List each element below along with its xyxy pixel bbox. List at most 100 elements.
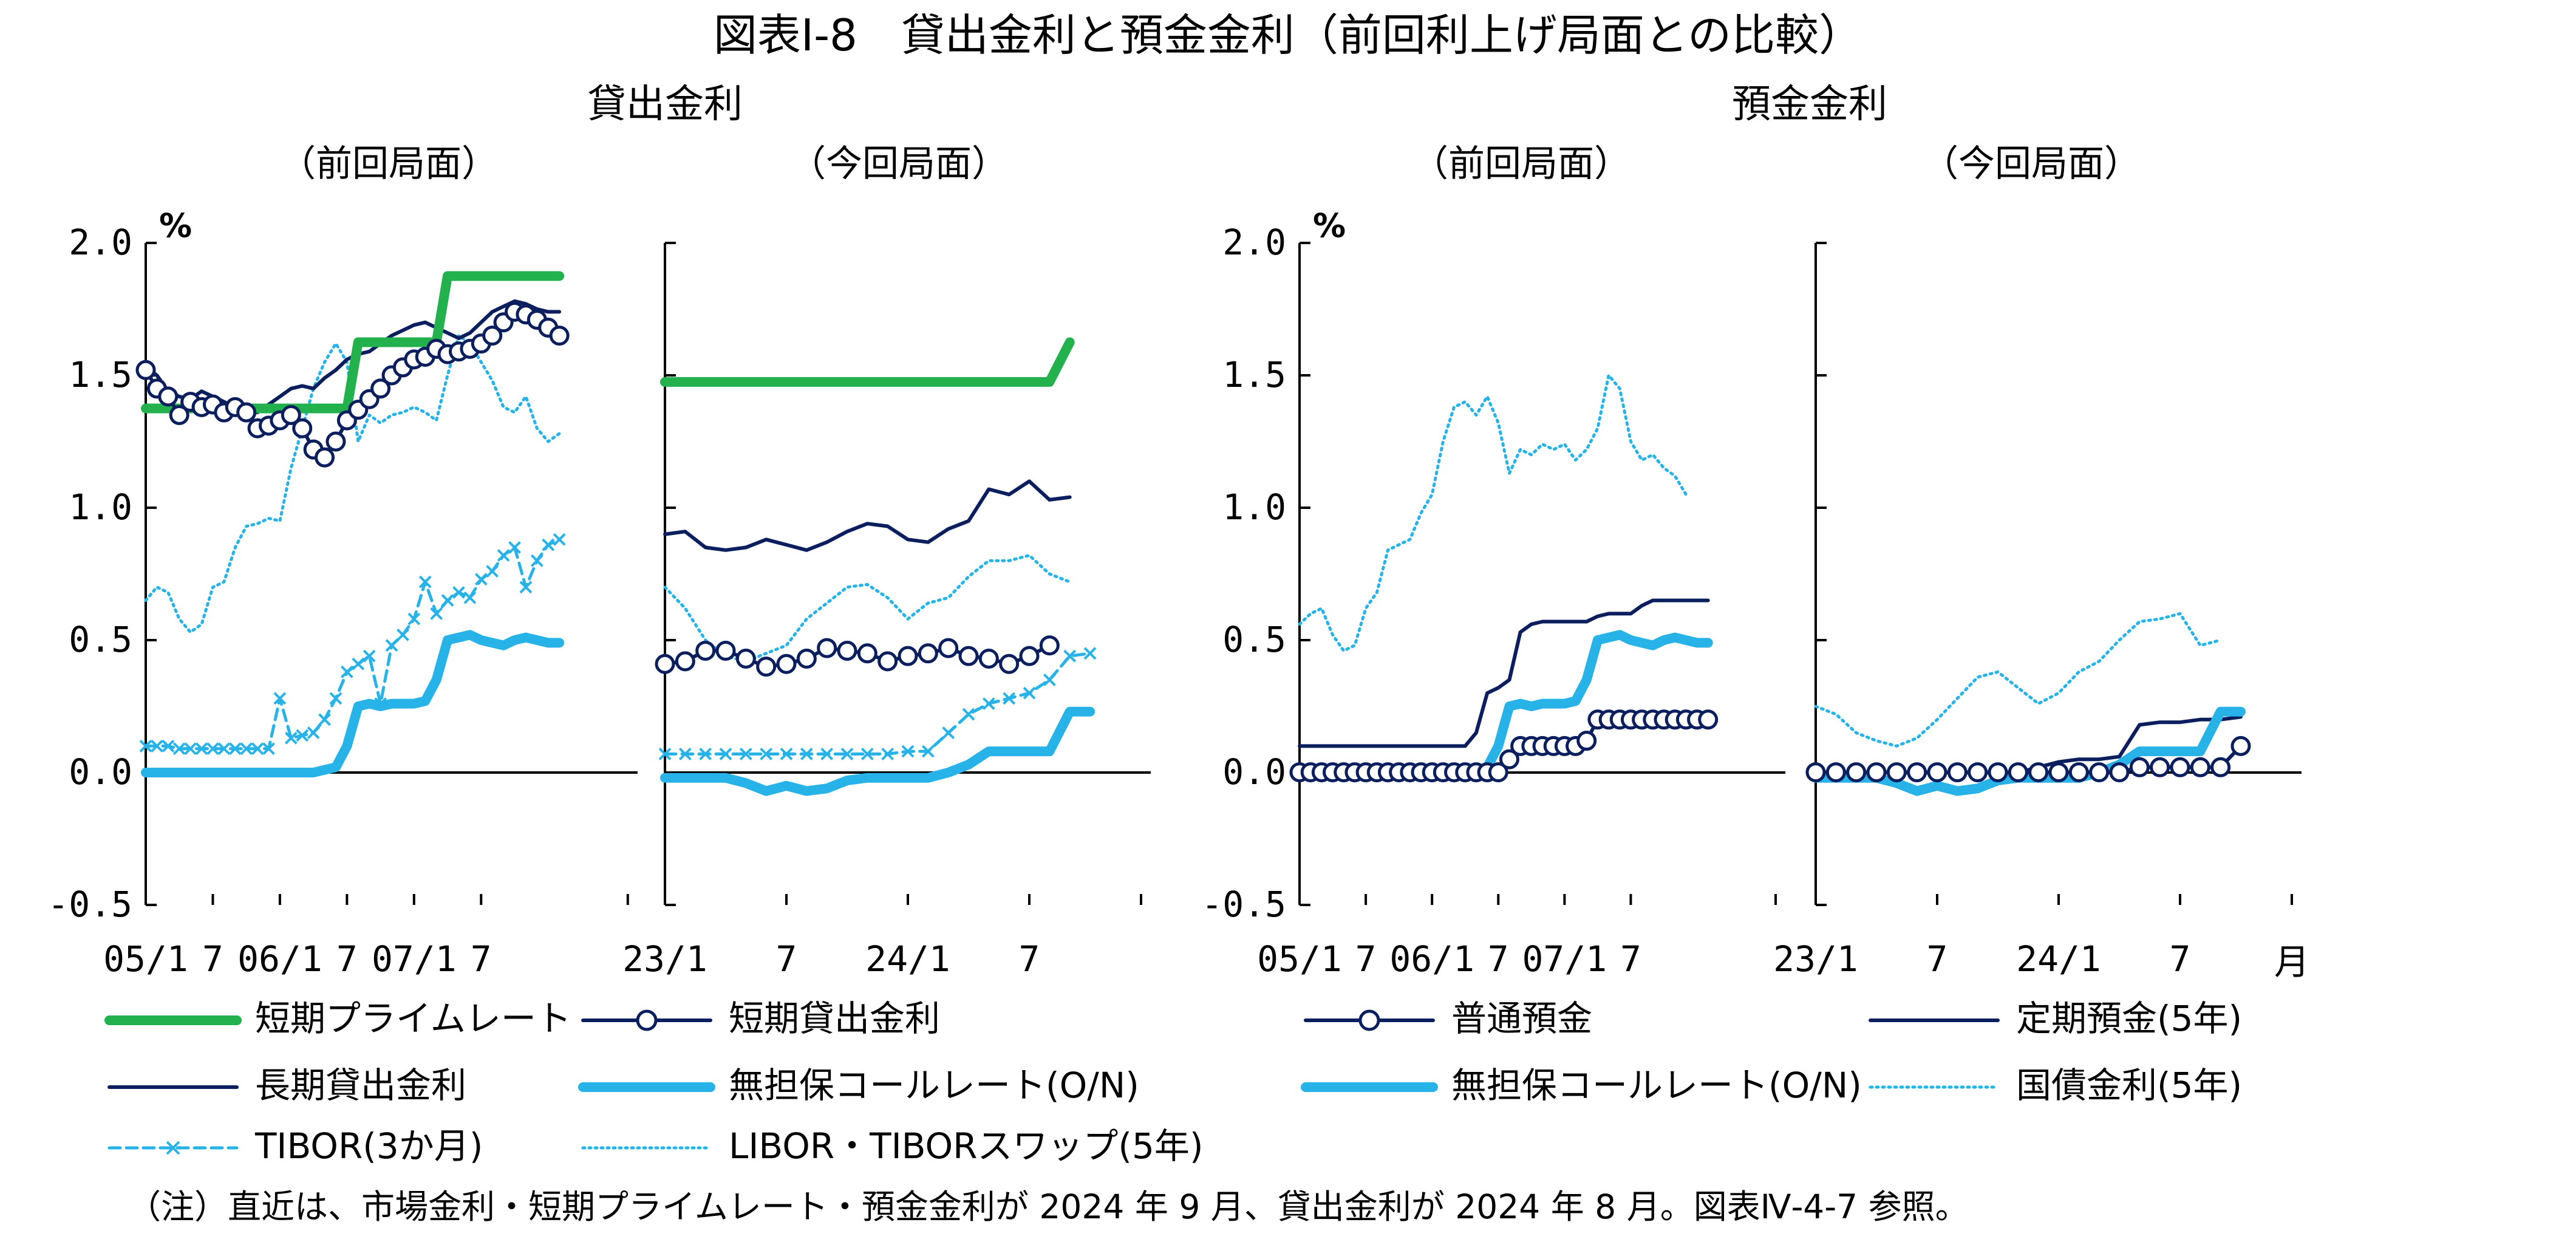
deposit-previous-x-tick-label: 05/1 <box>1257 938 1342 980</box>
lending-previous-y-tick-label: 0.5 <box>69 619 132 660</box>
lending-current-data-point <box>820 748 834 760</box>
lending-current-data-point <box>918 643 938 664</box>
lending-previous-data-point <box>172 742 186 756</box>
deposit-current-data-point <box>2190 757 2210 777</box>
lending-current-data-point <box>837 640 857 661</box>
deposit-group-title: 預金金利 <box>1732 82 1887 127</box>
lending-previous-data-point <box>553 533 566 546</box>
lending-current-series-line <box>663 479 1072 552</box>
deposit-current-data-point <box>1927 762 1947 783</box>
lending-previous-data-point <box>240 742 253 756</box>
lending-previous-data-point <box>385 639 398 652</box>
lending-current-data-point <box>999 653 1020 674</box>
lending-previous-data-point <box>292 418 313 438</box>
lending-current-data-point <box>1003 692 1016 705</box>
deposit-current-data-point <box>2068 762 2089 783</box>
lending-current-data-point <box>1043 673 1056 686</box>
lending-current-data-point <box>756 657 777 677</box>
lending-previous-data-point <box>251 742 264 756</box>
lending-current-x-tick-label: 7 <box>1018 938 1040 980</box>
lending-previous-data-point <box>236 402 257 423</box>
deposit-current-x-tick-label: 7 <box>1926 938 1948 980</box>
lending-current-data-point <box>962 708 975 721</box>
lending-group-title: 貸出金利 <box>587 82 743 127</box>
lending-previous-data-point <box>206 742 219 756</box>
lending-previous-data-point <box>195 742 208 756</box>
deposit-previous-x-tick-label: 7 <box>1487 938 1509 980</box>
lending-previous-data-point <box>307 726 320 740</box>
lending-current-data-point <box>655 653 675 674</box>
lending-previous-data-point <box>474 573 488 586</box>
lending-previous-data-point <box>482 326 503 346</box>
lending-previous-data-point <box>396 628 409 641</box>
lending-current-x-tick-label: 7 <box>775 938 797 980</box>
lending-previous-y-tick-label: -0.5 <box>47 884 132 925</box>
legend-swatch-lending <box>581 1009 712 1031</box>
deposit-current-data-point <box>1968 762 1988 783</box>
lending-previous-series-line <box>141 630 565 777</box>
lending-previous-data-point <box>318 713 331 726</box>
lending-previous-panel <box>135 242 638 906</box>
legend-label-deposit: 無担保コールレート(O/N) <box>1451 1065 1862 1106</box>
lending-previous-x-tick-label: 7 <box>202 938 223 980</box>
lending-current-data-point <box>719 748 732 760</box>
legend-label-lending: 無担保コールレート(O/N) <box>729 1065 1139 1106</box>
legend-swatch-lending <box>107 1141 239 1155</box>
lending-current-series-line <box>663 652 1092 756</box>
lending-previous-data-point <box>228 742 242 756</box>
lending-current-x-tick-label: 24/1 <box>865 938 950 980</box>
lending-previous-x-tick-label: 07/1 <box>371 938 457 980</box>
deposit-current-data-point <box>1988 762 2008 783</box>
lending-previous-data-point <box>315 447 335 468</box>
lending-current-data-point <box>699 748 712 760</box>
lending-previous-data-point <box>325 431 346 452</box>
deposit-current-series-line <box>1811 706 2246 796</box>
deposit-current-data-point <box>2008 762 2028 783</box>
deposit-previous-data-point <box>1499 749 1519 769</box>
lending-previous-data-point <box>352 657 365 670</box>
lending-current-data-point <box>739 748 752 760</box>
deposit-previous-y-tick-label: 1.5 <box>1222 354 1286 395</box>
lending-previous-data-point <box>370 378 391 399</box>
lending-current-data-point <box>658 748 672 760</box>
lending-current-data-point <box>678 748 692 760</box>
deposit-current-x-tick-label: 24/1 <box>2016 938 2101 980</box>
lending-current-data-point <box>817 638 837 658</box>
deposit-unit-label: % <box>1313 206 1346 245</box>
lending-previous-data-point <box>530 554 543 567</box>
lending-previous-y-tick-label: 1.0 <box>69 486 132 528</box>
lending-previous-data-point <box>363 649 376 663</box>
deposit-previous-x-tick-label: 7 <box>1620 938 1641 980</box>
deposit-current-data-point <box>2150 757 2170 777</box>
lending-previous-data-point <box>407 612 421 626</box>
lending-current-data-point <box>1083 647 1097 660</box>
legend-label-deposit: 国債金利(5年) <box>2016 1065 2243 1106</box>
lending-previous-data-point <box>329 692 342 705</box>
deposit-current-data-point <box>2129 757 2150 777</box>
lending-current-data-point <box>877 651 898 672</box>
legend-label-lending: TIBOR(3か月) <box>255 1125 483 1167</box>
lending-current-data-point <box>898 646 918 666</box>
figure-title: 図表Ⅰ-8 貸出金利と預金金利（前回利上げ局面との比較） <box>713 10 1863 61</box>
deposit-current-x-tick-label: 23/1 <box>1773 938 1858 980</box>
lending-current-data-point <box>1063 649 1077 663</box>
legend-label-lending: LIBOR・TIBORスワップ(5年) <box>729 1125 1204 1167</box>
footnote: （注）直近は、市場金利・短期プライムレート・預金金利が 2024 年 9 月、貸… <box>128 1187 1969 1226</box>
lending-previous-y-tick-label: 2.0 <box>69 222 132 263</box>
lending-previous-data-point <box>549 326 570 346</box>
deposit-previous-y-tick-label: 0.0 <box>1222 751 1286 793</box>
lending-current-data-point <box>776 653 797 674</box>
lending-previous-data-point <box>486 565 499 578</box>
lending-previous-data-point <box>135 360 156 380</box>
deposit-previous-y-tick-label: 1.0 <box>1222 486 1286 528</box>
lending-previous-data-point <box>273 692 287 705</box>
lending-previous-y-tick-label: 1.5 <box>69 354 132 395</box>
lending-current-data-point <box>1023 686 1036 700</box>
deposit-current-subtitle: （今回局面） <box>1922 143 2141 185</box>
lending-current-data-point <box>675 651 695 672</box>
lending-previous-data-point <box>441 594 454 607</box>
lending-current-data-point <box>760 748 773 760</box>
deposit-previous-data-point <box>1576 731 1597 751</box>
lending-current-data-point <box>901 745 915 758</box>
